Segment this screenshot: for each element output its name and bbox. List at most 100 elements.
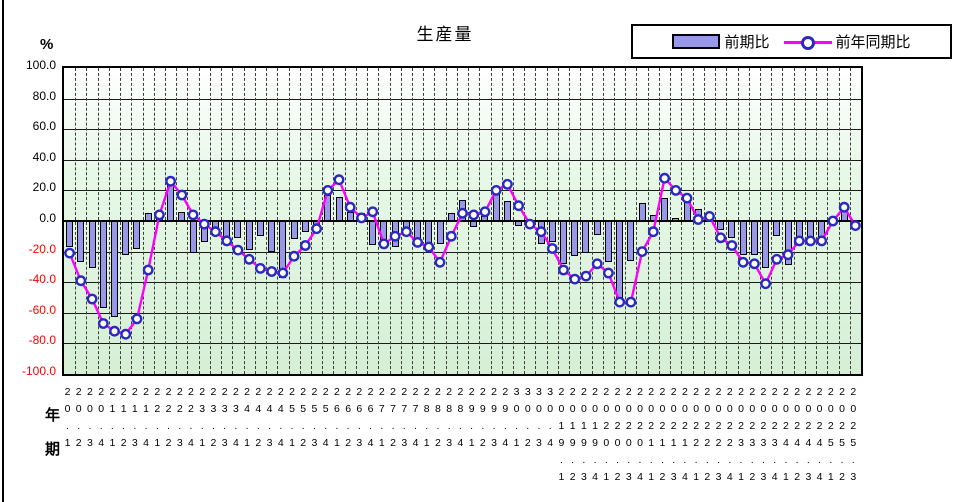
marker-27.1 — [378, 238, 390, 250]
marker-2020.2 — [614, 296, 626, 308]
legend-label-bar: 前期比 — [724, 34, 770, 51]
legend-label-line: 前年同期比 — [835, 34, 911, 51]
marker-20.2 — [75, 275, 87, 287]
plot-area — [62, 66, 863, 376]
marker-28.3 — [445, 230, 457, 242]
h-gridline — [64, 159, 861, 161]
marker-2024.2 — [793, 235, 805, 247]
marker-30.1 — [513, 200, 524, 212]
y-tick-label: -80.0 — [28, 333, 56, 348]
marker-28.1 — [423, 241, 435, 253]
marker-22.4 — [187, 209, 199, 221]
y-tick-label: 20.0 — [32, 180, 56, 195]
year-row-label: 年 — [45, 407, 61, 424]
y-tick-label: 100.0 — [25, 58, 56, 72]
marker-29.3 — [490, 185, 502, 196]
marker-26.1 — [333, 174, 345, 186]
marker-21.4 — [142, 264, 154, 276]
marker-30.2 — [524, 218, 536, 230]
marker-2022.3 — [715, 232, 727, 244]
marker-2019.1 — [558, 264, 569, 276]
window-left-border — [2, 0, 4, 502]
y-tick-label: -40.0 — [28, 272, 56, 287]
marker-25.1 — [288, 250, 300, 262]
y-tick-label: 40.0 — [32, 149, 56, 164]
marker-24.4 — [277, 267, 289, 279]
marker-30.3 — [535, 226, 547, 238]
marker-23.2 — [210, 226, 221, 238]
marker-25.4 — [322, 185, 334, 196]
marker-24.1 — [243, 253, 255, 265]
marker-2021.3 — [670, 185, 682, 196]
marker-2024.4 — [816, 235, 828, 247]
marker-2020.3 — [625, 296, 637, 308]
y-tick-label: 0.0 — [39, 211, 56, 225]
marker-24.2 — [254, 262, 266, 274]
marker-29.4 — [501, 178, 513, 190]
bar-swatch-icon — [672, 34, 721, 49]
marker-25.2 — [299, 240, 311, 251]
marker-29.2 — [479, 206, 491, 218]
y-tick-label: -60.0 — [28, 302, 56, 317]
marker-2022.2 — [704, 210, 715, 222]
marker-23.3 — [221, 235, 233, 247]
marker-24.3 — [266, 266, 278, 277]
h-gridline — [64, 129, 861, 131]
marker-26.2 — [344, 201, 356, 213]
h-gridline — [64, 98, 861, 100]
marker-20.1 — [64, 247, 75, 259]
y-axis-unit-label: % — [40, 36, 54, 53]
line-marker-icon — [783, 35, 832, 50]
marker-27.2 — [389, 230, 401, 242]
marker-2025.3 — [850, 220, 861, 232]
marker-29.1 — [468, 209, 480, 221]
marker-2022.1 — [692, 214, 704, 225]
legend-item-bar: 前期比 — [672, 31, 770, 52]
marker-22.1 — [154, 209, 165, 221]
h-gridline — [64, 343, 861, 345]
y-tick-label: 80.0 — [32, 88, 56, 103]
marker-2023.1 — [737, 256, 749, 268]
